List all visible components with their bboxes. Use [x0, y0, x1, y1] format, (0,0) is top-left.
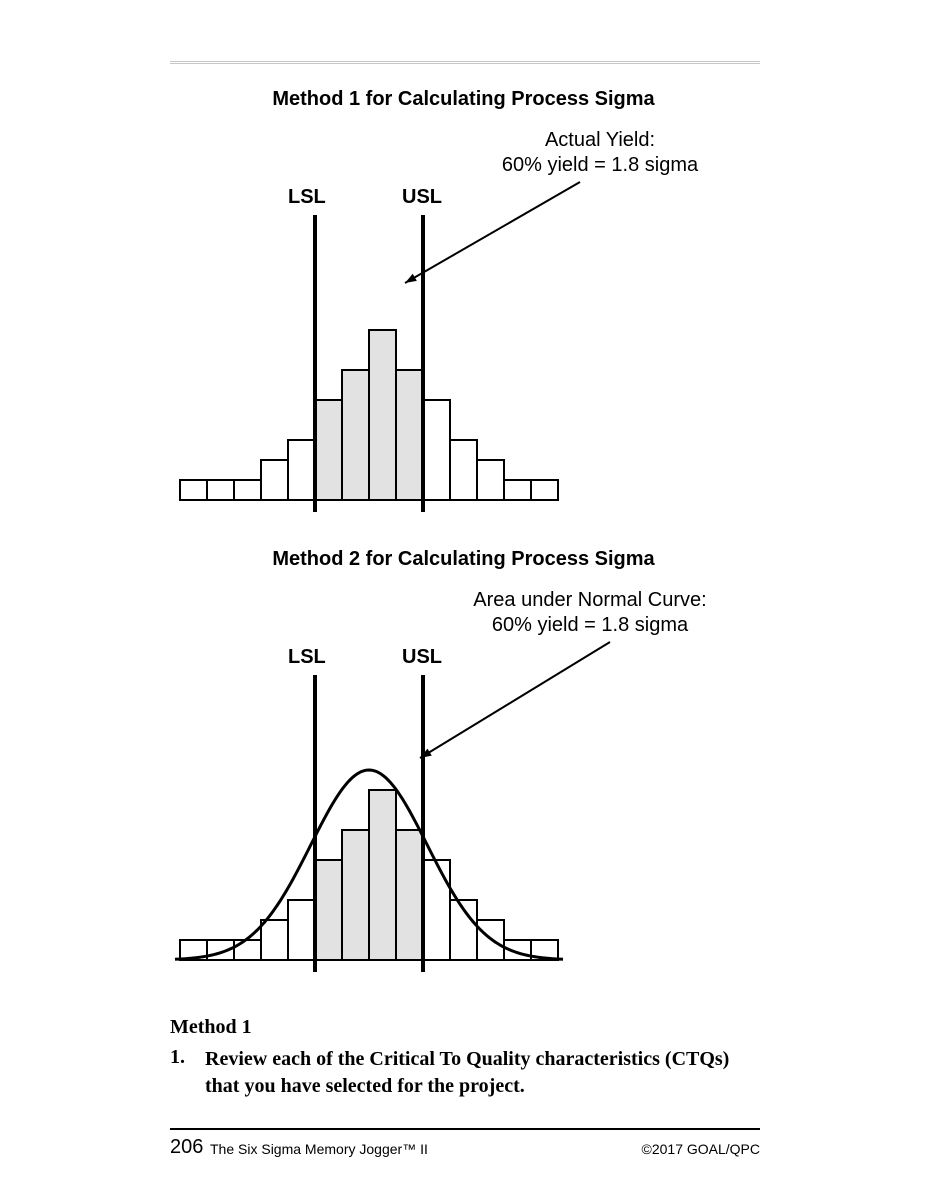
page-number: 206 [170, 1136, 203, 1159]
list-item-text: Review each of the Critical To Quality c… [205, 1046, 760, 1100]
chart2-histogram [0, 0, 927, 1010]
copyright-text: ©2017 GOAL/QPC [642, 1141, 760, 1157]
list-item-number: 1. [170, 1046, 185, 1069]
book-title: The Six Sigma Memory Jogger™ II [210, 1141, 428, 1157]
method1-heading: Method 1 [170, 1016, 252, 1039]
bottom-horizontal-rule [170, 1128, 760, 1130]
document-page: Method 1 for Calculating Process Sigma A… [0, 0, 927, 1200]
